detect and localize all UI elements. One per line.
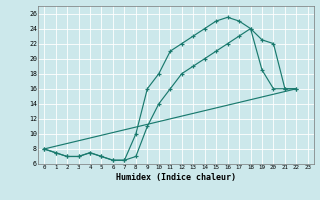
X-axis label: Humidex (Indice chaleur): Humidex (Indice chaleur): [116, 173, 236, 182]
